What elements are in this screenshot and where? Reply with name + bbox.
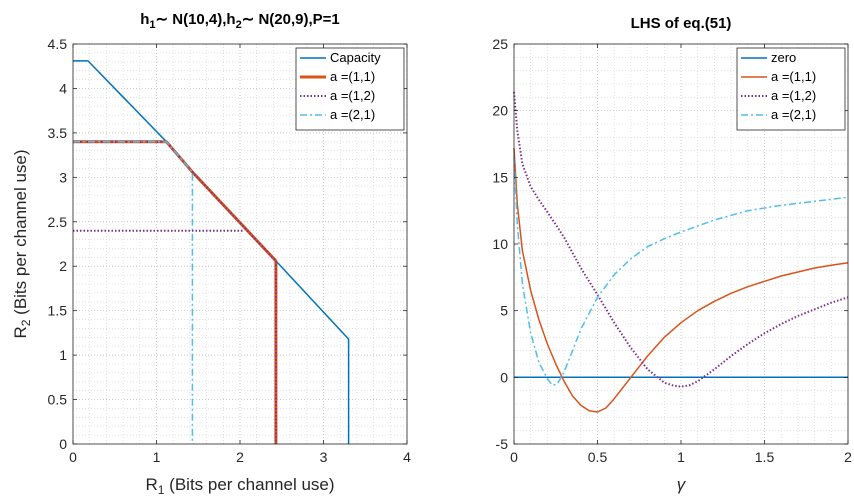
right-xlabel: γ [677, 475, 687, 494]
left-ylabel-a: R [11, 326, 30, 338]
x-tick-label: 1 [153, 449, 161, 465]
y-tick-label: 3 [59, 169, 67, 185]
y-tick-label: 0 [500, 369, 508, 385]
right-series-line-1 [513, 147, 849, 413]
right-legend: zero a =(1,1) a =(1,2) a =(2,1) [736, 47, 846, 131]
left-series-line-3 [73, 141, 194, 444]
y-tick-label: 10 [492, 236, 508, 252]
left-legend-label-capacity: Capacity [330, 50, 381, 65]
y-tick-label: 20 [492, 103, 508, 119]
x-tick-label: 4 [403, 449, 411, 465]
left-chart-title: h1∼ N(10,4),h2∼ N(20,9),P=1 [140, 11, 340, 31]
left-ylabel: R2 (Bits per channel use) [11, 149, 33, 338]
left-legend-label-a11: a =(1,1) [330, 69, 375, 84]
y-tick-label: 15 [492, 169, 508, 185]
right-chart-title: LHS of eq.(51) [631, 15, 732, 32]
right-series-line-2 [513, 91, 849, 388]
left-chart: 0 1 2 3 400.511.522.533.544.5 h1∼ N(10,4),h2… [11, 11, 411, 497]
y-tick-label: 4 [59, 80, 67, 96]
left-title-a-sub: 1 [149, 19, 155, 31]
left-legend-label-a21: a =(2,1) [330, 107, 375, 122]
left-ylabel-b: (Bits per channel use) [11, 149, 30, 319]
x-tick-label: 1 [677, 449, 685, 465]
y-tick-label: 25 [492, 36, 508, 52]
left-legend: Capacity a =(1,1) a =(1,2) a =(2,1) [295, 47, 405, 131]
left-xlabel-sub: 1 [158, 483, 165, 497]
x-tick-label: 3 [320, 449, 328, 465]
right-legend-label-a12: a =(1,2) [771, 88, 816, 103]
y-tick-label: 2.5 [48, 214, 68, 230]
left-title-b-sub: 2 [236, 19, 242, 31]
left-ylabel-sub: 2 [19, 319, 33, 326]
y-tick-label: 1 [59, 347, 67, 363]
left-title-b: ∼ N(10,4),h [156, 11, 236, 28]
y-tick-label: 2 [59, 258, 67, 274]
x-tick-label: 0.5 [588, 449, 608, 465]
y-tick-label: 3.5 [48, 125, 68, 141]
x-tick-label: 0 [510, 449, 518, 465]
right-legend-label-a11: a =(1,1) [771, 69, 816, 84]
left-legend-label-a12: a =(1,2) [330, 88, 375, 103]
y-tick-label: 0 [59, 436, 67, 452]
y-tick-label: 5 [500, 303, 508, 319]
x-tick-label: 0 [69, 449, 77, 465]
y-tick-label: 1.5 [48, 303, 68, 319]
right-series-line-3 [513, 157, 849, 387]
left-title-c: ∼ N(20,9),P=1 [242, 11, 340, 28]
left-series-line-2 [73, 140, 277, 444]
x-tick-label: 1.5 [755, 449, 775, 465]
right-series-group [513, 91, 849, 413]
y-tick-label: 0.5 [48, 392, 68, 408]
left-ticks: 0 1 2 3 4 0 0.5 1 1.5 2 2.5 3 3.5 4 4.5 [48, 36, 412, 465]
y-tick-label: -5 [496, 436, 509, 452]
y-tick-label: 4.5 [48, 36, 68, 52]
left-xlabel: R1 (Bits per channel use) [145, 475, 334, 497]
right-legend-label-zero: zero [771, 50, 796, 65]
left-title-a: h [140, 11, 149, 28]
left-xlabel-a: R [145, 475, 157, 494]
left-legend-box [295, 47, 405, 131]
right-legend-label-a21: a =(2,1) [771, 107, 816, 122]
left-series-group [73, 60, 350, 444]
right-legend-box [736, 47, 846, 131]
x-tick-label: 2 [236, 449, 244, 465]
left-xlabel-b: (Bits per channel use) [164, 475, 334, 494]
x-tick-label: 2 [844, 449, 852, 465]
